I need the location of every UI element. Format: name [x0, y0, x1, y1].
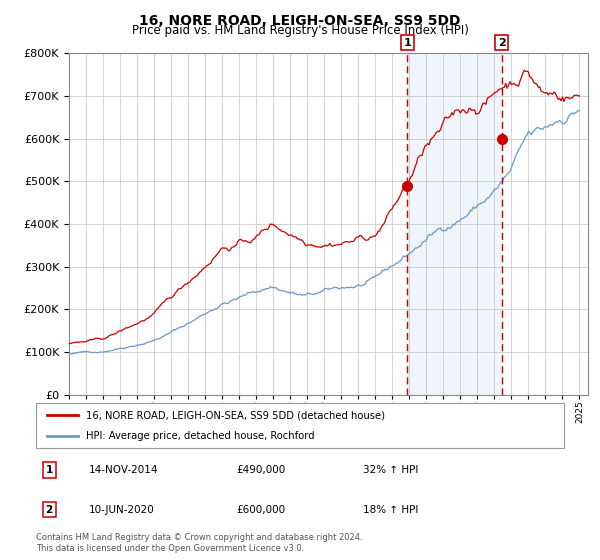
Text: 32% ↑ HPI: 32% ↑ HPI	[364, 465, 419, 475]
Text: 1: 1	[46, 465, 53, 475]
Text: 14-NOV-2014: 14-NOV-2014	[89, 465, 158, 475]
Text: HPI: Average price, detached house, Rochford: HPI: Average price, detached house, Roch…	[86, 431, 315, 441]
Text: 16, NORE ROAD, LEIGH-ON-SEA, SS9 5DD (detached house): 16, NORE ROAD, LEIGH-ON-SEA, SS9 5DD (de…	[86, 410, 385, 421]
Text: 16, NORE ROAD, LEIGH-ON-SEA, SS9 5DD: 16, NORE ROAD, LEIGH-ON-SEA, SS9 5DD	[139, 14, 461, 28]
Text: 18% ↑ HPI: 18% ↑ HPI	[364, 505, 419, 515]
Text: 1: 1	[403, 38, 411, 48]
Text: £600,000: £600,000	[236, 505, 286, 515]
Text: Price paid vs. HM Land Registry's House Price Index (HPI): Price paid vs. HM Land Registry's House …	[131, 24, 469, 37]
FancyBboxPatch shape	[36, 403, 564, 448]
Text: 2: 2	[46, 505, 53, 515]
Text: Contains HM Land Registry data © Crown copyright and database right 2024.
This d: Contains HM Land Registry data © Crown c…	[36, 533, 362, 553]
Text: 10-JUN-2020: 10-JUN-2020	[89, 505, 155, 515]
Bar	[407, 53, 502, 395]
Text: £490,000: £490,000	[236, 465, 286, 475]
Text: 2: 2	[497, 38, 505, 48]
